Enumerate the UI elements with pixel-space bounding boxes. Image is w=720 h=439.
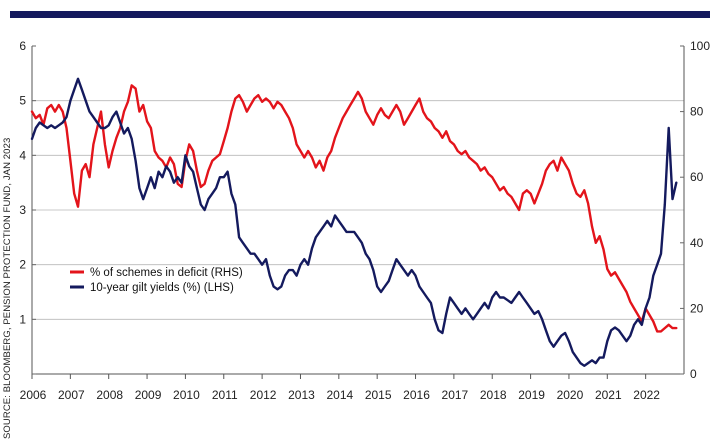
x-tick-label: 2022 [633, 388, 660, 402]
x-tick-label: 2017 [442, 388, 469, 402]
right-tick-label: 60 [690, 170, 704, 184]
series-line-1 [30, 77, 678, 367]
right-tick-label: 80 [690, 105, 704, 119]
left-tick-label: 3 [19, 203, 26, 217]
right-tick-label: 40 [690, 236, 704, 250]
left-tick-label: 5 [19, 94, 26, 108]
gridlines [32, 100, 684, 320]
x-tick-label: 2011 [212, 388, 238, 402]
left-y-axis: 1 2 3 4 5 6 [19, 39, 36, 375]
series-lines [30, 77, 678, 367]
left-tick-label: 4 [19, 148, 26, 162]
x-tick-label: 2019 [518, 388, 545, 402]
x-tick-label: 2007 [58, 388, 85, 402]
x-tick-label: 2021 [595, 388, 622, 402]
x-tick-label: 2008 [96, 388, 123, 402]
left-tick-label: 6 [19, 39, 26, 53]
top-rule [10, 11, 710, 18]
x-tick-label: 2014 [326, 388, 353, 402]
left-tick-label: 1 [19, 312, 26, 326]
x-tick-label: 2013 [288, 388, 315, 402]
x-tick-label: 2010 [173, 388, 200, 402]
x-tick-label: 2016 [403, 388, 430, 402]
x-tick-label: 2012 [250, 388, 277, 402]
x-tick-label: 2006 [20, 388, 47, 402]
x-tick-label: 2009 [135, 388, 162, 402]
series-line-0 [30, 84, 678, 333]
x-axis: 2006 2007 2008 2009 2010 2011 2012 2013 2014 2015… [20, 374, 660, 402]
legend-label-1: 10-year gilt yields (%) (LHS) [90, 282, 234, 294]
legend-label-0: % of schemes in deficit (RHS) [90, 267, 243, 279]
x-tick-label: 2018 [480, 388, 507, 402]
left-tick-label: 2 [19, 258, 26, 272]
legend: % of schemes in deficit (RHS) 10-year gil… [70, 267, 243, 294]
x-tick-label: 2015 [365, 388, 392, 402]
x-tick-label: 2020 [557, 388, 584, 402]
right-tick-label: 100 [690, 39, 710, 53]
right-y-axis: 0 20 40 60 80 100 [680, 39, 710, 381]
chart-svg: 1 2 3 4 5 6 0 20 40 60 80 100 2006 2007 2008 2009 2010… [19, 39, 710, 402]
right-tick-label: 0 [690, 367, 697, 381]
right-tick-label: 20 [690, 301, 704, 315]
